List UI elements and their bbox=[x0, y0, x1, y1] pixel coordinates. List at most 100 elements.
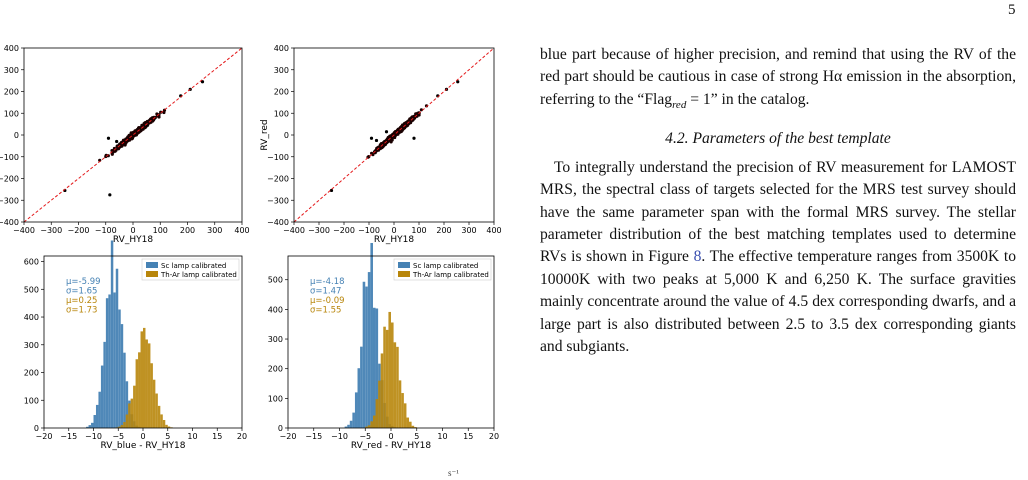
histogram-bar bbox=[411, 425, 415, 428]
y-tick-label: 200 bbox=[274, 88, 289, 97]
chart-panel-1: −400 −300 −200 −100 0 100 200 300 400 400 300 200 10… bbox=[0, 44, 250, 245]
x-tick-label: −10 bbox=[331, 432, 348, 441]
legend-box bbox=[141, 258, 240, 281]
histogram-bar bbox=[113, 292, 116, 428]
y-tick-label: 400 bbox=[4, 44, 19, 53]
identity-line bbox=[23, 47, 243, 223]
y-tick-label: −100 bbox=[0, 153, 19, 162]
x-tick-label: 100 bbox=[411, 226, 426, 235]
histogram-bar bbox=[123, 352, 126, 428]
histogram-bar bbox=[157, 405, 161, 428]
y-tick-label: 100 bbox=[274, 109, 289, 118]
y-tick-label: 100 bbox=[24, 396, 39, 405]
histogram-bar bbox=[118, 309, 121, 428]
x-tick-label: 200 bbox=[180, 226, 195, 235]
scatter-outlier bbox=[456, 80, 460, 84]
histogram-bar bbox=[91, 422, 94, 428]
y-tick-label: −400 bbox=[0, 218, 19, 227]
histogram-bar bbox=[370, 421, 373, 428]
histogram-bar bbox=[125, 381, 129, 428]
figure-link[interactable]: 8 bbox=[693, 248, 702, 266]
histogram-bar bbox=[86, 426, 89, 428]
x-tick-label: 0 bbox=[388, 432, 393, 441]
y-tick-label: 200 bbox=[24, 369, 39, 378]
x-tick-label: −20 bbox=[280, 432, 297, 441]
histogram-bar bbox=[120, 324, 124, 428]
histogram-bar bbox=[388, 311, 391, 428]
histogram-bar bbox=[118, 426, 121, 428]
x-tick-label: 0 bbox=[391, 226, 396, 235]
histogram-bar bbox=[378, 380, 381, 428]
legend-entry: Th-Ar lamp calibrated bbox=[160, 271, 237, 279]
histogram-bar bbox=[167, 426, 171, 428]
histogram-bar bbox=[352, 412, 355, 428]
y-tick-label: 0 bbox=[14, 131, 19, 140]
histogram-bar bbox=[414, 427, 417, 428]
x-tick-label: 0 bbox=[130, 226, 135, 235]
histogram-bar bbox=[128, 403, 131, 428]
y-tick-label: 400 bbox=[268, 305, 283, 314]
x-tick-label: −20 bbox=[36, 432, 53, 441]
histogram-bar bbox=[143, 327, 146, 428]
scatter-point bbox=[116, 147, 121, 151]
x-tick-label: 5 bbox=[414, 432, 419, 441]
histogram-bar bbox=[105, 298, 109, 428]
histogram-series-2 bbox=[365, 311, 417, 428]
y-tick-label: −200 bbox=[267, 175, 289, 184]
y-tick-label: 300 bbox=[268, 335, 283, 344]
histogram-bar bbox=[357, 368, 361, 428]
histogram-bar bbox=[103, 341, 106, 428]
histogram-bar bbox=[150, 363, 153, 428]
histogram-bar bbox=[385, 329, 389, 428]
page-number: 5 bbox=[1008, 2, 1016, 18]
histogram-bar bbox=[372, 307, 376, 428]
legend-entry: Sc lamp calibrated bbox=[413, 262, 478, 270]
histogram-bar bbox=[93, 415, 96, 428]
histogram-bar bbox=[123, 422, 126, 428]
y-tick-label: 200 bbox=[4, 88, 19, 97]
histogram-bar bbox=[365, 286, 368, 428]
bottom-note: s⁻¹ bbox=[448, 468, 459, 478]
y-tick-label: 200 bbox=[268, 365, 283, 374]
scatter-outlier bbox=[106, 136, 111, 140]
histogram-bar bbox=[98, 391, 101, 428]
histogram-bar bbox=[375, 399, 379, 428]
y-tick-label: 100 bbox=[4, 109, 19, 118]
section-heading: 4.2. Parameters of the best template bbox=[665, 130, 891, 148]
x-tick-label: −400 bbox=[283, 226, 305, 235]
x-tick-label: 400 bbox=[234, 226, 249, 235]
x-tick-label: 20 bbox=[489, 432, 499, 441]
scatter-point bbox=[401, 126, 405, 130]
scatter-outlier bbox=[108, 193, 112, 197]
scatter-outlier bbox=[374, 138, 379, 143]
histogram-bar bbox=[162, 420, 166, 428]
y-tick-label: 0 bbox=[278, 424, 283, 433]
scatter-point bbox=[424, 104, 429, 108]
histogram-bar bbox=[367, 272, 371, 428]
histogram-bar bbox=[398, 380, 402, 428]
y-tick-label: −400 bbox=[267, 218, 289, 227]
x-tick-label: 10 bbox=[187, 432, 197, 441]
histogram-bar bbox=[120, 424, 124, 428]
histogram-bar bbox=[160, 414, 163, 428]
y-tick-label: 500 bbox=[268, 276, 283, 285]
legend-entry: Sc lamp calibrated bbox=[161, 262, 226, 270]
histogram-bar bbox=[130, 398, 134, 428]
x-tick-label: 15 bbox=[463, 432, 473, 441]
x-tick-label: −10 bbox=[85, 432, 102, 441]
histogram-bar bbox=[110, 240, 114, 428]
histogram-bar bbox=[165, 424, 168, 428]
histogram-bar bbox=[375, 308, 379, 428]
histogram-bar bbox=[383, 326, 386, 428]
histogram-bar bbox=[380, 353, 384, 428]
y-tick-label: 300 bbox=[274, 66, 289, 75]
histogram-bar bbox=[95, 404, 99, 428]
text-column: blue part because of higher precision, a… bbox=[540, 44, 1016, 358]
histogram-bar bbox=[365, 426, 368, 428]
x-tick-label: 300 bbox=[461, 226, 476, 235]
histogram-bar bbox=[100, 365, 104, 428]
stat-label: σ=1.73 bbox=[66, 306, 97, 316]
paragraph-2: To integrally understand the precision o… bbox=[540, 158, 1016, 355]
histogram-bar bbox=[88, 425, 92, 428]
histogram-bar bbox=[135, 359, 139, 428]
